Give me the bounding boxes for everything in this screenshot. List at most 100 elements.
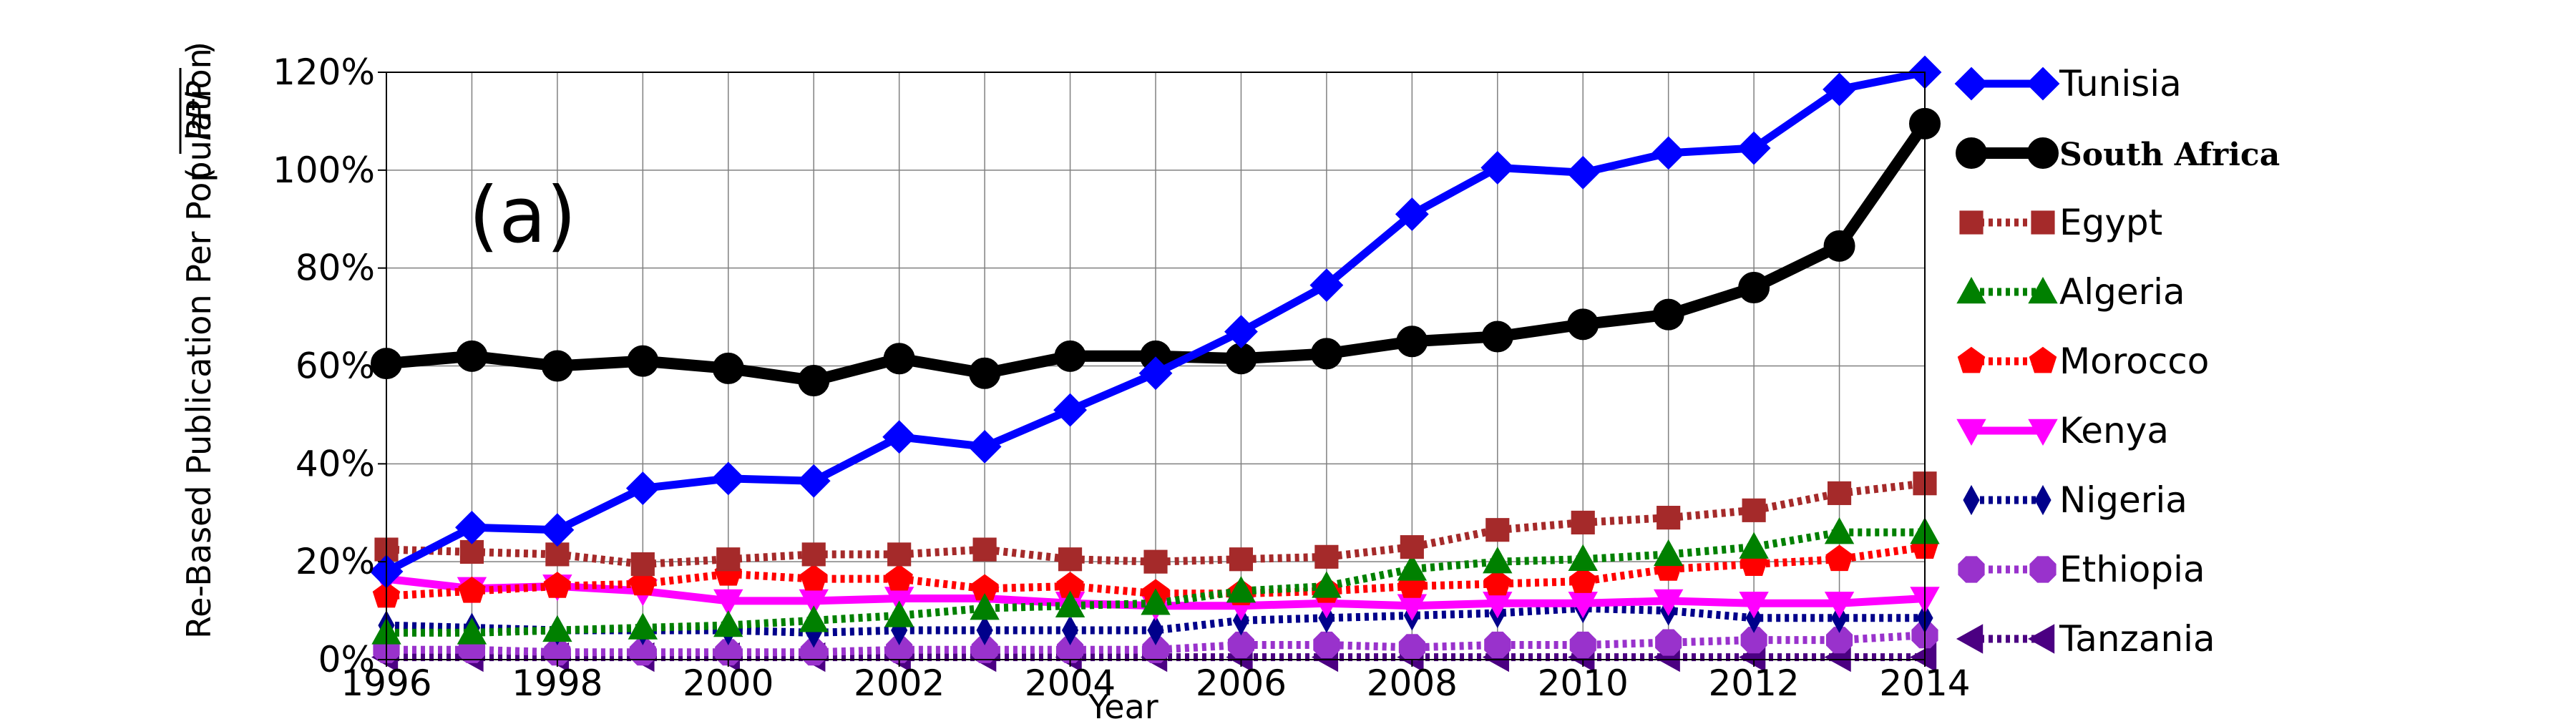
legend-item-ethiopia: Ethiopia [1958,549,2205,590]
legend-marker-nigeria [1963,484,1980,516]
data-point-south-africa [883,343,915,375]
data-point-algeria [1141,588,1171,615]
y-tick-label: 120% [273,52,375,93]
legend-marker-kenya [1956,419,1986,446]
data-point-ethiopia [1057,636,1084,663]
legend-label-nigeria: Nigeria [2059,479,2187,521]
data-point-ethiopia [629,639,656,666]
data-point-morocco [1569,567,1597,593]
data-point-egypt [1314,544,1339,569]
data-point-south-africa [1823,230,1855,262]
data-point-egypt [1400,535,1424,559]
data-point-tunisia [1138,356,1173,391]
data-point-egypt [716,547,741,572]
data-point-ethiopia [1313,631,1340,658]
data-point-algeria [1483,547,1513,574]
tick-labels: 0% 20% 40% 60% 80% 100% 120% 1996 1998 2000 2002 20… [273,52,1971,704]
y-tick-label: 0% [318,639,375,680]
data-point-nigeria [976,615,993,646]
data-point-south-africa [1738,272,1770,304]
data-point-algeria [1226,576,1257,603]
legend-item-egypt: Egypt [1959,202,2162,243]
data-point-south-africa [798,365,830,397]
data-point-morocco [800,564,828,591]
x-tick-label: 2002 [854,662,945,704]
x-tick-label: 2012 [1708,662,1799,704]
legend-marker-algeria [2028,276,2058,304]
x-axis-label: Year [1088,688,1158,724]
data-point-egypt [1827,481,1852,505]
data-point-tunisia [711,461,746,496]
data-point-tunisia [1737,131,1771,165]
data-point-kenya [1824,592,1855,619]
legend-label-ethiopia: Ethiopia [2059,549,2205,590]
data-point-algeria [713,610,743,637]
data-point-south-africa [969,357,1001,389]
data-point-tunisia [1480,150,1515,185]
y-tick-label: 20% [296,541,375,582]
data-point-ethiopia [800,639,827,666]
legend-item-south-africa: South Africa [1956,137,2280,173]
data-point-tunisia [540,513,575,547]
data-point-tunisia [1053,393,1087,427]
legend-marker-morocco [2029,346,2057,373]
data-point-ethiopia [1740,627,1767,654]
legend-marker-tunisia [1954,67,1989,101]
legend-label-south-africa: South Africa [2059,137,2280,173]
data-point-south-africa [1567,308,1599,341]
legend-item-tunisia: Tunisia [1954,63,2182,104]
legend: Tunisia South Africa Egypt Algeria Morocco Ke… [1954,63,2280,660]
data-point-algeria [1397,554,1428,581]
legend-marker-egypt [1959,210,1984,235]
data-point-tunisia [967,429,1002,464]
data-point-kenya [1739,592,1769,619]
data-point-egypt [972,537,997,562]
data-point-algeria [1824,517,1855,544]
data-point-algeria [1055,590,1085,617]
legend-marker-kenya [2028,419,2058,446]
data-point-algeria [457,617,487,645]
data-point-ethiopia [1227,631,1254,658]
data-point-egypt [1742,498,1766,522]
data-point-nigeria [1147,615,1164,646]
data-point-egypt [1571,510,1595,535]
x-tick-label: 2004 [1025,662,1116,704]
data-point-algeria [1739,532,1769,559]
data-point-south-africa [1652,298,1684,331]
x-tick-label: 2010 [1538,662,1629,704]
data-point-ethiopia [1142,636,1169,663]
legend-item-nigeria: Nigeria [1963,479,2187,521]
series-lines [369,55,1942,672]
legend-label-kenya: Kenya [2059,410,2169,451]
data-point-south-africa [541,350,573,382]
data-point-tunisia [1823,72,1856,107]
data-point-morocco [1825,544,1853,572]
legend-label-egypt: Egypt [2059,202,2162,243]
y-tick-label: 40% [296,443,375,484]
data-point-south-africa [1396,326,1428,358]
data-point-morocco [543,572,572,598]
legend-marker-tanzania [1956,624,1984,654]
data-point-ethiopia [1569,631,1596,658]
data-point-kenya [1653,589,1684,616]
data-point-ethiopia [971,636,998,663]
legend-marker-south-africa [1956,137,1987,169]
data-point-morocco [1483,569,1511,596]
legend-item-kenya: Kenya [1956,410,2169,451]
legend-label-algeria: Algeria [2059,271,2185,313]
legend-marker-tanzania [2027,624,2055,654]
data-point-tunisia [1395,197,1429,231]
data-point-south-africa [1310,338,1342,370]
data-point-algeria [1568,544,1598,571]
data-point-south-africa [1054,340,1086,372]
data-point-ethiopia [886,636,913,663]
legend-item-algeria: Algeria [1956,271,2185,313]
data-point-ethiopia [544,639,571,666]
data-point-tunisia [455,510,489,544]
legend-label-tunisia: Tunisia [2059,63,2182,104]
data-point-egypt [887,542,912,567]
data-point-egypt [630,552,655,577]
data-point-tunisia [882,420,917,454]
data-point-algeria [970,593,1000,620]
y-tick-label: 80% [296,248,375,289]
